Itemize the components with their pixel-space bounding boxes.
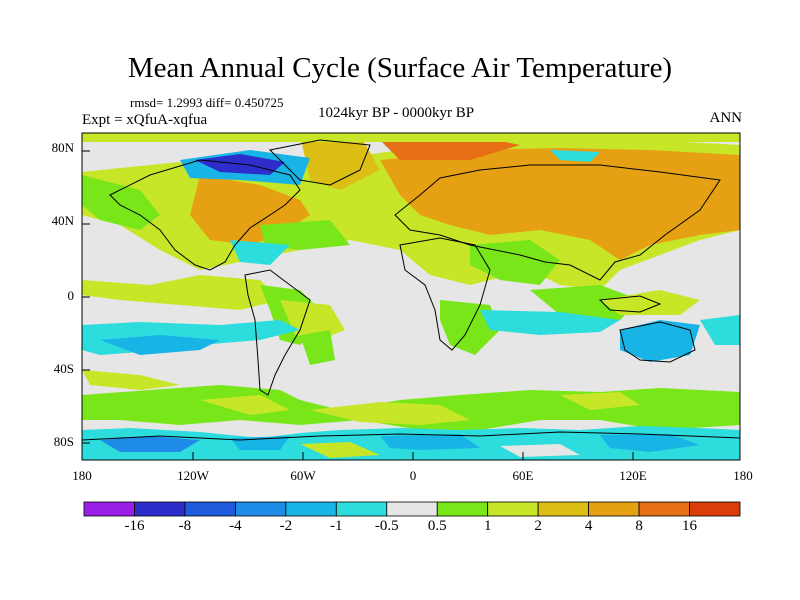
rmsd-diff-stats: rmsd= 1.2993 diff= 0.450725 <box>130 95 284 110</box>
lat-tick-40s: 40S <box>53 361 74 376</box>
colorbar-label: -8 <box>178 518 192 534</box>
lon-tick-180w: 180 <box>72 468 92 483</box>
colorbar-swatch <box>436 501 489 517</box>
chart-title: Mean Annual Cycle (Surface Air Temperatu… <box>127 52 673 84</box>
lon-tick-0: 0 <box>409 468 417 483</box>
lon-tick-120w: 120W <box>177 468 209 483</box>
colorbar-label: 4 <box>584 518 593 534</box>
colorbar-label: -1 <box>330 518 343 534</box>
coastlines <box>82 139 740 441</box>
time-period-label: 1024kyr BP - 0000kyr BP <box>318 105 475 121</box>
colorbar-swatch <box>689 501 741 517</box>
colorbar-swatch <box>134 501 186 517</box>
colorbar-label: 8 <box>635 518 643 534</box>
lon-tick-120e: 120E <box>619 468 647 483</box>
colorbar-swatch <box>386 501 438 517</box>
lat-tick-80n: 80N <box>51 140 74 155</box>
colorbar <box>83 501 741 517</box>
colorbar-swatch <box>638 501 690 517</box>
colorbar-swatch <box>537 501 590 517</box>
colorbar-label: -16 <box>124 518 145 534</box>
lat-tick-40n: 40N <box>51 213 74 228</box>
colorbar-swatch <box>234 501 287 517</box>
experiment-label: Expt = xQfuA-xqfua <box>82 112 208 128</box>
lon-tick-180e: 180 <box>733 468 753 483</box>
colorbar-swatch <box>588 501 640 517</box>
colorbar-label: 0.5 <box>427 518 447 534</box>
lon-tick-60e: 60E <box>512 468 534 483</box>
season-label: ANN <box>709 110 743 126</box>
colorbar-swatch <box>335 501 388 517</box>
colorbar-label: 1 <box>483 518 492 534</box>
colorbar-label: -0.5 <box>374 518 399 534</box>
axis-ticks <box>82 150 634 460</box>
colorbar-label: 2 <box>534 518 542 534</box>
colorbar-swatch <box>83 501 135 517</box>
colorbar-label: 16 <box>682 518 698 534</box>
colorbar-label: -2 <box>279 518 293 534</box>
colorbar-swatch <box>184 501 236 517</box>
lat-tick-0: 0 <box>67 288 75 303</box>
colorbar-swatch <box>285 501 337 517</box>
lon-tick-60w: 60W <box>290 468 316 483</box>
colorbar-swatch <box>487 501 539 517</box>
colorbar-label: -4 <box>229 518 242 534</box>
lat-tick-80s: 80S <box>53 434 74 449</box>
